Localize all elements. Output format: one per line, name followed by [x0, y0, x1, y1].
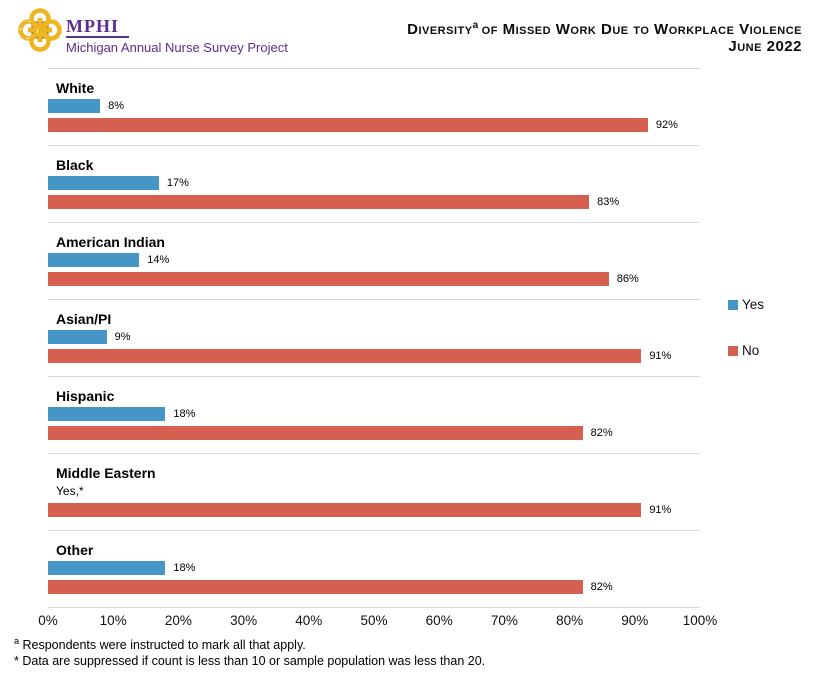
bar-value-label: 82% — [590, 427, 613, 439]
footnote-marker: a — [14, 636, 20, 646]
footnote-marker: * — [14, 653, 19, 668]
category-label: Hispanic — [56, 388, 115, 404]
category-group: White 8% 92% — [48, 68, 700, 145]
bar-row: 83% — [48, 195, 700, 209]
category-label: Black — [56, 157, 94, 173]
no-bar — [48, 503, 642, 517]
category-label: Other — [56, 542, 94, 558]
x-axis-tick-label: 50% — [360, 613, 388, 628]
bar-value-label: 18% — [173, 408, 196, 420]
footnote-line: a Respondents were instructed to mark al… — [14, 636, 306, 653]
x-axis-tick-label: 40% — [295, 613, 323, 628]
category-group: Other 18% 82% — [48, 530, 700, 607]
x-axis-tick-label: 70% — [490, 613, 518, 628]
legend-swatch-icon — [728, 345, 738, 356]
footnotes: a Respondents were instructed to mark al… — [14, 634, 485, 669]
bar-value-label: 14% — [147, 254, 170, 266]
x-axis-tick-label: 0% — [38, 613, 58, 628]
yes-bar — [48, 330, 107, 344]
logo-text: MPHI Michigan Annual Nurse Survey Projec… — [66, 17, 288, 55]
bar-value-label: 18% — [173, 562, 196, 574]
no-bar — [48, 272, 609, 286]
bar-row: 92% — [48, 118, 700, 132]
yes-bar — [48, 253, 140, 267]
no-bar — [48, 118, 648, 132]
bar-value-label: 91% — [649, 350, 672, 362]
bar-row: 86% — [48, 272, 700, 286]
bar-value-label: 92% — [655, 119, 678, 131]
yes-bar — [48, 99, 101, 113]
category-label: Asian/PI — [56, 311, 112, 327]
yes-bar — [48, 176, 159, 190]
legend-item-yes: Yes — [728, 297, 764, 312]
x-axis: 0% 10% 20% 30% 40% 50% 60% 70% 80% 90% 100% — [38, 608, 717, 632]
legend-item-no: No — [728, 343, 764, 358]
category-group: Hispanic 18% 82% — [48, 376, 700, 453]
bar-value-label: 91% — [649, 504, 672, 516]
no-bar — [48, 349, 642, 363]
bar-row: 17% — [48, 176, 700, 190]
footnote-line: * Data are suppressed if count is less t… — [14, 653, 486, 668]
x-axis-tick-label: 10% — [99, 613, 127, 628]
x-axis-tick-label: 80% — [556, 613, 584, 628]
bar-value-label: 86% — [616, 273, 639, 285]
page-title: Diversitya of Missed Work Due to Workplac… — [407, 17, 802, 55]
category-group: American Indian 14% 86% — [48, 222, 700, 299]
bar-row: 9% — [48, 330, 700, 344]
title-superscript: a — [472, 20, 479, 31]
bar-row: 82% — [48, 580, 700, 594]
title-line-2-date: June 2022 — [728, 38, 802, 55]
no-bar — [48, 426, 583, 440]
category-group: Asian/PI 9% 91% — [48, 299, 700, 376]
logo-acronym: MPHI — [66, 17, 129, 38]
category-label: White — [56, 80, 95, 96]
category-label: American Indian — [56, 234, 165, 250]
chart-plot-area: White 8% 92% Black 17% 83% American Indian 14% 8… — [48, 68, 700, 608]
x-axis-tick-label: 60% — [425, 613, 453, 628]
legend-label: No — [742, 343, 760, 358]
bar-value-label: 82% — [590, 581, 613, 593]
bar-value-label: 17% — [166, 177, 189, 189]
bar-value-label: 9% — [114, 331, 131, 343]
suppressed-value-label: Yes,* — [56, 484, 84, 498]
no-bar — [48, 195, 590, 209]
category-label: Middle Eastern — [56, 465, 156, 481]
bar-row: 82% — [48, 426, 700, 440]
title-line-1: Diversitya of Missed Work Due to Workplac… — [407, 20, 802, 38]
x-axis-tick-label: 20% — [164, 613, 192, 628]
yes-bar — [48, 407, 166, 421]
yes-bar — [48, 561, 166, 575]
legend-swatch-icon — [728, 299, 738, 310]
x-axis-tick-label: 90% — [621, 613, 649, 628]
bar-value-label: 83% — [597, 196, 620, 208]
legend-label: Yes — [742, 297, 765, 312]
mphi-knot-icon — [18, 8, 62, 52]
mphi-logo: MPHI Michigan Annual Nurse Survey Projec… — [18, 8, 288, 55]
bar-value-label: 8% — [108, 100, 125, 112]
logo-subtitle: Michigan Annual Nurse Survey Project — [66, 40, 288, 55]
no-bar — [48, 580, 583, 594]
bar-row: 14% — [48, 253, 700, 267]
category-group: Black 17% 83% — [48, 145, 700, 222]
bar-chart: White 8% 92% Black 17% 83% American Indian 14% 8… — [38, 68, 717, 632]
bar-row: 8% — [48, 99, 700, 113]
chart-legend: Yes No — [728, 297, 764, 389]
x-axis-tick-label: 30% — [230, 613, 258, 628]
x-axis-tick-label: 100% — [682, 613, 718, 628]
bar-row: 91% — [48, 503, 700, 517]
category-group: Middle Eastern Yes,* 91% — [48, 453, 700, 530]
bar-row: 91% — [48, 349, 700, 363]
bar-row: 18% — [48, 407, 700, 421]
bar-row: 18% — [48, 561, 700, 575]
